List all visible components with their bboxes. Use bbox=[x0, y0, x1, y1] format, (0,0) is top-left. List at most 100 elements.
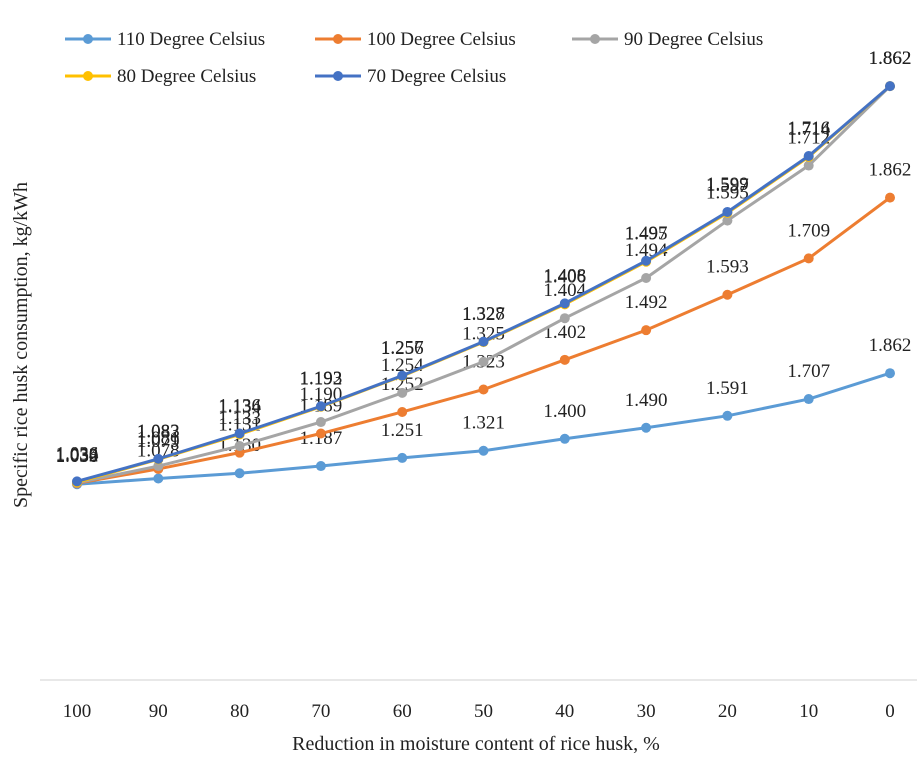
data-label: 1.036 bbox=[56, 443, 99, 464]
data-label: 1.136 bbox=[218, 396, 261, 417]
legend-swatch-marker bbox=[83, 34, 93, 44]
data-point bbox=[397, 452, 408, 463]
legend-item: 100 Degree Celsius bbox=[315, 29, 516, 50]
data-label: 1.190 bbox=[300, 384, 343, 405]
x-tick-label: 70 bbox=[311, 701, 330, 722]
data-point bbox=[153, 453, 164, 464]
data-point bbox=[478, 356, 489, 367]
series-4: 1.036 1.083 1.136 1.193 1.257 1.328 1.408 1.497… bbox=[56, 48, 912, 487]
data-label: 1.192 bbox=[300, 369, 343, 390]
x-tick-label: 40 bbox=[555, 701, 574, 722]
legend-label: 70 Degree Celsius bbox=[367, 66, 506, 87]
data-label: 1.707 bbox=[787, 361, 830, 382]
data-point bbox=[234, 468, 245, 479]
data-label: 1.133 bbox=[218, 408, 261, 429]
data-point bbox=[722, 215, 733, 226]
data-label: 1.083 bbox=[137, 421, 180, 442]
x-tick-label: 80 bbox=[230, 701, 249, 722]
data-label: 1.862 bbox=[869, 48, 912, 69]
data-point bbox=[478, 445, 489, 456]
data-point bbox=[315, 461, 326, 472]
data-label: 1.716 bbox=[787, 118, 830, 139]
data-point bbox=[722, 289, 733, 300]
data-label: 1.081 bbox=[137, 428, 180, 449]
data-point bbox=[234, 428, 245, 439]
data-point bbox=[397, 387, 408, 398]
data-label: 1.082 bbox=[137, 421, 180, 442]
data-point bbox=[234, 440, 245, 451]
legend-swatch-marker bbox=[333, 71, 343, 81]
data-label: 1.490 bbox=[625, 390, 668, 411]
data-point bbox=[315, 401, 326, 412]
data-point bbox=[559, 313, 570, 324]
legend-label: 110 Degree Celsius bbox=[117, 29, 265, 50]
data-point bbox=[885, 192, 895, 203]
data-point bbox=[72, 476, 82, 487]
data-label: 1.402 bbox=[543, 322, 586, 343]
data-point bbox=[559, 298, 570, 309]
x-tick-label: 0 bbox=[885, 701, 895, 722]
data-label: 1.595 bbox=[706, 183, 749, 204]
x-tick-label: 50 bbox=[474, 701, 493, 722]
data-point bbox=[722, 410, 733, 421]
data-label: 1.328 bbox=[462, 304, 505, 325]
x-axis-title: Reduction in moisture content of rice hu… bbox=[292, 733, 660, 755]
data-label: 1.033 bbox=[56, 445, 99, 466]
data-label: 1.862 bbox=[869, 48, 912, 69]
data-point bbox=[641, 272, 652, 283]
data-label: 1.257 bbox=[381, 338, 424, 359]
data-label: 1.187 bbox=[300, 428, 343, 449]
data-point bbox=[641, 325, 652, 336]
data-label: 1.591 bbox=[706, 378, 749, 399]
data-point bbox=[641, 255, 652, 266]
x-tick-label: 30 bbox=[637, 701, 656, 722]
data-label: 1.034 bbox=[56, 444, 99, 465]
legend-label: 90 Degree Celsius bbox=[624, 29, 763, 50]
data-point bbox=[478, 384, 489, 395]
legend-label: 100 Degree Celsius bbox=[367, 29, 516, 50]
data-point bbox=[885, 368, 895, 379]
x-axis-ticks: 100 90 80 70 60 50 40 30 20 10 0 bbox=[63, 701, 895, 722]
data-label: 1.497 bbox=[625, 223, 668, 244]
legend-swatch-marker bbox=[333, 34, 343, 44]
data-point bbox=[397, 406, 408, 417]
data-point bbox=[153, 473, 164, 484]
data-label: 1.251 bbox=[381, 420, 424, 441]
data-label: 1.599 bbox=[706, 174, 749, 195]
series-0: 1.0301.0781.1301.1871.2511.3211.4001.490… bbox=[56, 335, 912, 490]
legend-swatch-marker bbox=[83, 71, 93, 81]
data-label: 1.597 bbox=[706, 175, 749, 196]
data-label: 1.862 bbox=[869, 160, 912, 181]
data-label: 1.709 bbox=[787, 220, 830, 241]
data-point bbox=[722, 206, 733, 217]
data-label: 1.408 bbox=[543, 265, 586, 286]
data-label: 1.714 bbox=[787, 119, 830, 140]
legend-item: 70 Degree Celsius bbox=[315, 66, 506, 87]
x-tick-label: 20 bbox=[718, 701, 737, 722]
data-label: 1.193 bbox=[300, 368, 343, 389]
data-point bbox=[803, 394, 814, 405]
data-label: 1.862 bbox=[869, 335, 912, 356]
data-label: 1.134 bbox=[218, 396, 261, 417]
series-layer: 1.0301.0781.1301.1871.2511.3211.4001.490… bbox=[56, 48, 912, 490]
data-label: 1.321 bbox=[462, 413, 505, 434]
legend-item: 80 Degree Celsius bbox=[65, 66, 256, 87]
data-label: 1.400 bbox=[543, 401, 586, 422]
data-point bbox=[803, 160, 814, 171]
data-point bbox=[803, 150, 814, 161]
data-label: 1.079 bbox=[137, 431, 180, 452]
x-tick-label: 60 bbox=[393, 701, 412, 722]
legend-item: 110 Degree Celsius bbox=[65, 29, 265, 50]
x-tick-label: 10 bbox=[799, 701, 818, 722]
data-label: 1.256 bbox=[381, 338, 424, 359]
data-point bbox=[478, 336, 489, 347]
data-point bbox=[559, 354, 570, 365]
data-label: 1.325 bbox=[462, 324, 505, 345]
x-tick-label: 100 bbox=[63, 701, 92, 722]
data-label: 1.862 bbox=[869, 48, 912, 69]
data-label: 1.406 bbox=[543, 266, 586, 287]
legend: 110 Degree Celsius 100 Degree Celsius 90 D… bbox=[65, 29, 763, 87]
data-label: 1.492 bbox=[625, 292, 668, 313]
